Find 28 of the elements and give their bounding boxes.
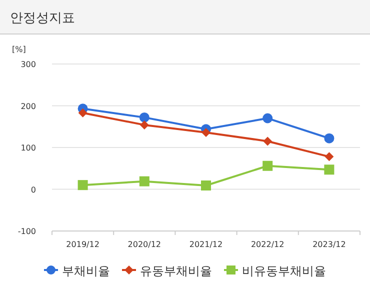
point (78, 108, 88, 118)
y-tick-label: -100 (18, 227, 36, 236)
y-axis-title: [%] (12, 45, 26, 54)
x-tick-label: 2023/12 (312, 240, 346, 249)
y-tick-label: 0 (30, 185, 36, 194)
point (202, 128, 210, 137)
x-tick-label: 2022/12 (250, 240, 284, 249)
x-tick-label: 2019/12 (66, 240, 100, 249)
point (262, 160, 273, 171)
y-tick-label: 300 (20, 60, 36, 69)
point (139, 112, 150, 122)
point (324, 164, 334, 175)
point (201, 180, 211, 190)
legend-label: 비유동부채비율 (242, 264, 326, 278)
point (324, 133, 334, 144)
point (139, 176, 150, 186)
point (324, 152, 334, 162)
point (262, 113, 273, 124)
x-tick-label: 2020/12 (128, 240, 162, 249)
point (263, 136, 272, 146)
y-tick-label: 100 (20, 144, 36, 152)
point (140, 120, 149, 130)
y-tick-label: 200 (20, 102, 36, 111)
x-tick-label: 2021/12 (189, 240, 223, 249)
point (78, 180, 88, 190)
legend-label: 유동부채비율 (140, 264, 212, 278)
chart-title: 안정성지표 (10, 11, 75, 26)
legend-label: 부채비율 (62, 264, 110, 278)
